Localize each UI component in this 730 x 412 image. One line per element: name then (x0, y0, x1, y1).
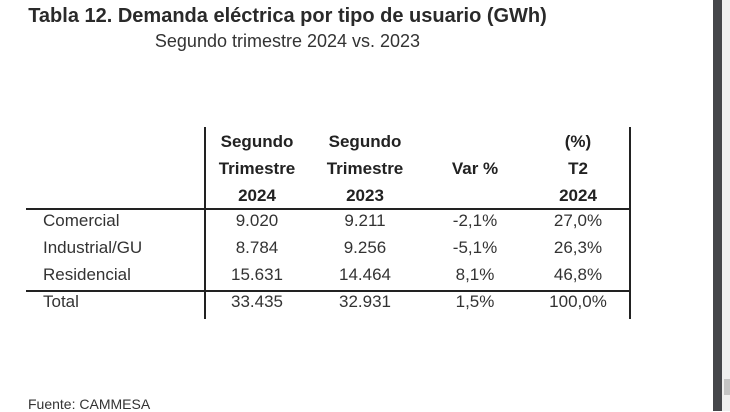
left-divider (204, 127, 206, 319)
header-line: 2024 (559, 186, 597, 205)
table-cell: 26,3% (553, 238, 603, 257)
window-edge (713, 0, 722, 411)
table-cell: 9.256 (343, 238, 387, 257)
scrollbar-thumb[interactable] (724, 379, 730, 395)
row-label: Industrial/GU (43, 238, 143, 257)
table-cell: 32.931 (339, 292, 391, 311)
source-note: Fuente: CAMMESA (28, 396, 151, 412)
header-line (425, 182, 525, 209)
header-line: Trimestre (218, 159, 296, 178)
table-cell: -2,1% (452, 211, 498, 230)
header-line (425, 128, 525, 155)
header-line: Segundo (328, 132, 402, 151)
table-cell: -5,1% (452, 238, 498, 257)
table-subtitle: Segundo trimestre 2024 vs. 2023 (154, 31, 421, 51)
header-line: Trimestre (326, 159, 404, 178)
table-cell: 46,8% (553, 265, 603, 284)
table-cell: 15.631 (231, 265, 283, 284)
scrollbar-track[interactable] (722, 0, 730, 411)
header-line: 2023 (346, 186, 384, 205)
row-label: Comercial (43, 211, 120, 230)
table-cell: 9.020 (235, 211, 279, 230)
table-cell: 100,0% (549, 292, 607, 311)
header-q2-2023: Segundo Trimestre 2023 (315, 128, 415, 209)
table-cell: 33.435 (231, 292, 283, 311)
header-line: (%) (564, 132, 592, 151)
header-divider (26, 208, 631, 210)
table-cell: 8.784 (235, 238, 279, 257)
row-label: Residencial (43, 265, 131, 284)
right-divider (629, 127, 631, 319)
header-var: Var % (425, 128, 525, 209)
table-cell: 8,1% (455, 265, 495, 284)
table-cell: 27,0% (553, 211, 603, 230)
header-line: Var % (451, 159, 499, 178)
row-label: Total (43, 292, 79, 311)
table-cell: 1,5% (455, 292, 495, 311)
header-line: 2024 (238, 186, 276, 205)
header-q2-2024: Segundo Trimestre 2024 (207, 128, 307, 209)
header-line: T2 (568, 159, 588, 178)
table-cell: 14.464 (339, 265, 391, 284)
total-divider (26, 290, 631, 292)
table-cell: 9.211 (344, 211, 386, 230)
header-line: Segundo (220, 132, 294, 151)
table-title: Tabla 12. Demanda eléctrica por tipo de … (28, 5, 547, 27)
header-share: (%) T2 2024 (528, 128, 628, 209)
